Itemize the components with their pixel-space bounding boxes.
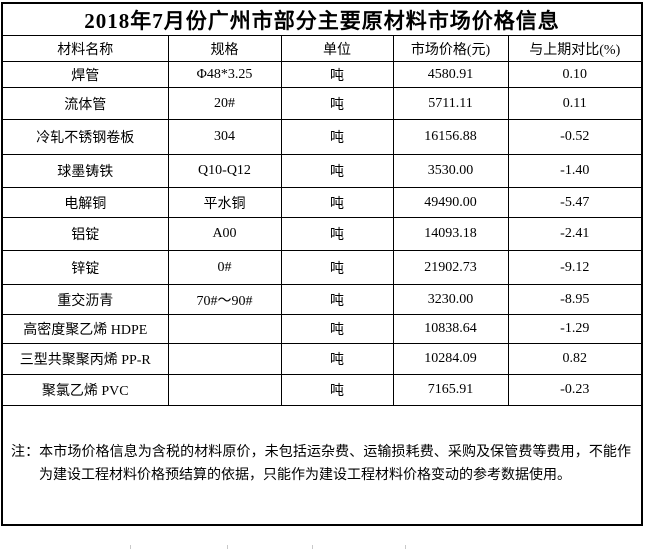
- cell-spec: Φ48*3.25: [167, 61, 282, 88]
- cell-spec: 20#: [167, 87, 282, 120]
- cell-material-name: 铝锭: [1, 217, 169, 251]
- table-body: 焊管 Φ48*3.25 吨 4580.91 0.10 流体管 20# 吨 571…: [1, 61, 643, 406]
- cell-unit: 吨: [280, 119, 394, 155]
- cell-change-pct: 0.10: [507, 61, 643, 88]
- cell-change-pct: -9.12: [507, 250, 643, 285]
- cell-spec: 70#～90#: [167, 284, 282, 315]
- cell-unit: 吨: [280, 217, 394, 251]
- cell-change-pct: -2.41: [507, 217, 643, 251]
- cell-market-price: 10284.09: [392, 343, 509, 375]
- cell-unit: 吨: [280, 314, 394, 344]
- cell-change-pct: -1.29: [507, 314, 643, 344]
- cell-spec: [167, 314, 282, 344]
- cell-market-price: 4580.91: [392, 61, 509, 88]
- cell-change-pct: 0.11: [507, 87, 643, 120]
- cell-spec: 平水铜: [167, 187, 282, 218]
- table-header-row: 材料名称 规格 单位 市场价格(元) 与上期对比(%): [1, 35, 643, 62]
- cell-unit: 吨: [280, 284, 394, 315]
- cell-market-price: 7165.91: [392, 374, 509, 406]
- cell-unit: 吨: [280, 250, 394, 285]
- cell-material-name: 焊管: [1, 61, 169, 88]
- gridline-stub: [130, 545, 131, 549]
- cell-material-name: 流体管: [1, 87, 169, 120]
- cell-change-pct: -0.52: [507, 119, 643, 155]
- column-header: 材料名称: [1, 35, 169, 62]
- cell-market-price: 21902.73: [392, 250, 509, 285]
- cell-market-price: 14093.18: [392, 217, 509, 251]
- cell-material-name: 重交沥青: [1, 284, 169, 315]
- cell-change-pct: -8.95: [507, 284, 643, 315]
- table-row: 流体管 20# 吨 5711.11 0.11: [1, 87, 643, 120]
- cell-market-price: 49490.00: [392, 187, 509, 218]
- table-row: 电解铜 平水铜 吨 49490.00 -5.47: [1, 187, 643, 218]
- cell-material-name: 聚氯乙烯 PVC: [1, 374, 169, 406]
- cell-material-name: 电解铜: [1, 187, 169, 218]
- cell-material-name: 冷轧不锈钢卷板: [1, 119, 169, 155]
- column-header: 规格: [167, 35, 282, 62]
- cell-change-pct: 0.82: [507, 343, 643, 375]
- table-row: 焊管 Φ48*3.25 吨 4580.91 0.10: [1, 61, 643, 88]
- cell-material-name: 球墨铸铁: [1, 154, 169, 188]
- cell-spec: [167, 374, 282, 406]
- cell-change-pct: -0.23: [507, 374, 643, 406]
- table-row: 铝锭 A00 吨 14093.18 -2.41: [1, 217, 643, 251]
- footnote-row: 注：本市场价格信息为含税的材料原价，未包括运杂费、运输损耗费、采购及保管费等费用…: [1, 405, 643, 526]
- table-row: 锌锭 0# 吨 21902.73 -9.12: [1, 250, 643, 285]
- cell-spec: Q10-Q12: [167, 154, 282, 188]
- cell-change-pct: -1.40: [507, 154, 643, 188]
- cell-spec: 304: [167, 119, 282, 155]
- gridline-stub: [227, 545, 228, 549]
- footnote-text: 注：本市场价格信息为含税的材料原价，未包括运杂费、运输损耗费、采购及保管费等费用…: [1, 405, 643, 526]
- column-header: 与上期对比(%): [507, 35, 643, 62]
- cell-unit: 吨: [280, 87, 394, 120]
- cell-market-price: 3230.00: [392, 284, 509, 315]
- price-table: 2018年7月份广州市部分主要原材料市场价格信息 材料名称 规格 单位 市场价格(元)…: [1, 2, 644, 526]
- table-title-row: 2018年7月份广州市部分主要原材料市场价格信息: [1, 2, 643, 36]
- gridline-stub: [312, 545, 313, 549]
- cell-market-price: 5711.11: [392, 87, 509, 120]
- table-row: 冷轧不锈钢卷板 304 吨 16156.88 -0.52: [1, 119, 643, 155]
- cell-material-name: 三型共聚聚丙烯 PP-R: [1, 343, 169, 375]
- table-row: 三型共聚聚丙烯 PP-R 吨 10284.09 0.82: [1, 343, 643, 375]
- cell-market-price: 16156.88: [392, 119, 509, 155]
- table-row: 重交沥青 70#～90# 吨 3230.00 -8.95: [1, 284, 643, 315]
- cell-material-name: 高密度聚乙烯 HDPE: [1, 314, 169, 344]
- gridline-stub: [405, 545, 406, 549]
- cell-material-name: 锌锭: [1, 250, 169, 285]
- cell-spec: A00: [167, 217, 282, 251]
- column-header: 单位: [280, 35, 394, 62]
- column-header: 市场价格(元): [392, 35, 509, 62]
- cell-market-price: 10838.64: [392, 314, 509, 344]
- cell-unit: 吨: [280, 154, 394, 188]
- table-row: 球墨铸铁 Q10-Q12 吨 3530.00 -1.40: [1, 154, 643, 188]
- cell-unit: 吨: [280, 343, 394, 375]
- cell-change-pct: -5.47: [507, 187, 643, 218]
- table-row: 聚氯乙烯 PVC 吨 7165.91 -0.23: [1, 374, 643, 406]
- cell-spec: [167, 343, 282, 375]
- cell-unit: 吨: [280, 61, 394, 88]
- cell-market-price: 3530.00: [392, 154, 509, 188]
- page-title: 2018年7月份广州市部分主要原材料市场价格信息: [1, 2, 643, 36]
- cell-unit: 吨: [280, 187, 394, 218]
- cell-unit: 吨: [280, 374, 394, 406]
- table-row: 高密度聚乙烯 HDPE 吨 10838.64 -1.29: [1, 314, 643, 344]
- cell-spec: 0#: [167, 250, 282, 285]
